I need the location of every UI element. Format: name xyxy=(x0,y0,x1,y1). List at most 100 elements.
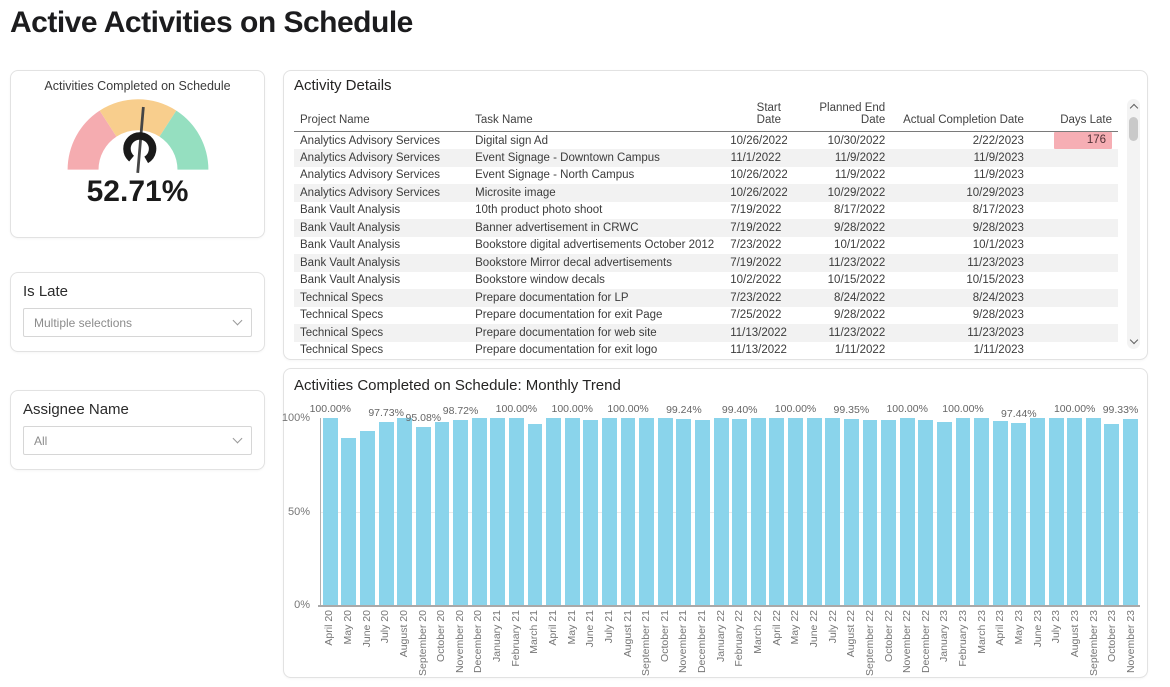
bar[interactable] xyxy=(322,418,338,605)
bar[interactable] xyxy=(750,418,766,605)
bar[interactable] xyxy=(806,418,822,605)
bar[interactable] xyxy=(415,427,431,605)
x-axis-label: April 22 xyxy=(770,610,783,646)
bar[interactable] xyxy=(341,437,357,605)
table-scrollbar[interactable] xyxy=(1127,99,1140,349)
bar-slot xyxy=(861,418,880,605)
bar[interactable] xyxy=(564,418,580,605)
table-row[interactable]: Technical Specs Prepare documentation for… xyxy=(294,307,1118,325)
assignee-dropdown[interactable]: All xyxy=(23,426,252,455)
table-row[interactable]: Analytics Advisory Services Event Signage… xyxy=(294,149,1118,167)
table-row[interactable]: Technical Specs Prepare documentation for… xyxy=(294,324,1118,342)
scroll-down-icon[interactable] xyxy=(1129,335,1138,345)
bar[interactable] xyxy=(1048,418,1064,605)
table-cell xyxy=(1029,184,1118,202)
table-row[interactable]: Analytics Advisory Services Digital sign … xyxy=(294,132,1118,149)
table-cell: 10/15/2023 xyxy=(966,274,1024,287)
bar-slot: 100.00% xyxy=(496,403,537,605)
table-row[interactable]: Technical Specs Prepare documentation for… xyxy=(294,289,1118,307)
bar[interactable] xyxy=(769,418,785,605)
x-axis-label: June 23 xyxy=(1031,610,1044,648)
bar[interactable] xyxy=(490,418,506,605)
table-cell: Banner advertisement in CRWC xyxy=(469,219,725,237)
y-tick: 100% xyxy=(281,412,310,424)
bar[interactable] xyxy=(825,418,841,605)
bar[interactable] xyxy=(657,418,673,605)
bar[interactable] xyxy=(992,421,1008,605)
scroll-up-icon[interactable] xyxy=(1129,103,1138,113)
x-axis-slot: April 21 xyxy=(544,610,563,676)
table-cell: Analytics Advisory Services xyxy=(294,149,470,167)
bar[interactable] xyxy=(1104,424,1120,605)
bar[interactable] xyxy=(527,424,543,605)
bar[interactable] xyxy=(918,420,934,605)
bar[interactable] xyxy=(434,421,450,605)
x-axis-slot: August 22 xyxy=(842,610,861,676)
table-row[interactable]: Bank Vault Analysis 10th product photo sh… xyxy=(294,202,1118,220)
bar[interactable] xyxy=(862,420,878,605)
bar[interactable] xyxy=(546,418,562,605)
table-row[interactable]: Bank Vault Analysis Bookstore window deca… xyxy=(294,272,1118,290)
bar[interactable] xyxy=(620,418,636,605)
col-header-planned-end-date[interactable]: Planned End Date xyxy=(786,98,892,132)
bar[interactable] xyxy=(676,419,692,605)
gauge-chart[interactable] xyxy=(58,95,218,189)
bar[interactable] xyxy=(899,418,915,605)
bar[interactable] xyxy=(471,418,487,605)
table-row[interactable]: Technical Specs Prepare documentation for… xyxy=(294,342,1118,360)
bar[interactable] xyxy=(397,418,413,605)
table-row[interactable]: Analytics Advisory Services Event Signage… xyxy=(294,167,1118,185)
is-late-dropdown[interactable]: Multiple selections xyxy=(23,308,252,337)
table-row[interactable]: Bank Vault Analysis Banner advertisement … xyxy=(294,219,1118,237)
x-axis-slot: November 23 xyxy=(1122,610,1141,676)
table-cell: Microsite image xyxy=(469,184,725,202)
bar[interactable] xyxy=(788,418,803,605)
bar[interactable] xyxy=(508,418,524,605)
x-axis-label: November 20 xyxy=(453,610,466,674)
col-header-task-name[interactable]: Task Name xyxy=(469,98,725,132)
table-cell: 11/9/2022 xyxy=(834,169,886,182)
col-header-actual-completion-date[interactable]: Actual Completion Date xyxy=(891,98,1030,132)
bar[interactable] xyxy=(1067,418,1083,605)
bar[interactable] xyxy=(881,420,897,605)
bar[interactable] xyxy=(843,419,859,605)
x-axis-label: October 21 xyxy=(658,610,671,662)
table-cell xyxy=(1029,254,1118,272)
bar[interactable] xyxy=(936,421,952,605)
scrollbar-thumb[interactable] xyxy=(1129,117,1138,141)
bar[interactable] xyxy=(583,420,599,605)
col-header-project-name[interactable]: Project Name xyxy=(294,98,470,132)
bar-data-label: 100.00% xyxy=(774,403,817,415)
col-header-days-late[interactable]: Days Late xyxy=(1029,98,1118,132)
col-header-start-date[interactable]: Start Date xyxy=(724,98,787,132)
bar-data-label: 100.00% xyxy=(1053,403,1096,415)
table-cell: Bookstore window decals xyxy=(475,274,605,287)
bar-slot: 95.08% xyxy=(406,412,441,605)
bar[interactable] xyxy=(732,419,748,605)
bar[interactable] xyxy=(955,418,971,605)
table-row[interactable]: Analytics Advisory Services Microsite ima… xyxy=(294,184,1118,202)
bar[interactable] xyxy=(378,422,394,605)
bar[interactable] xyxy=(695,420,710,605)
x-axis-label: May 23 xyxy=(1013,610,1026,645)
bar[interactable] xyxy=(453,420,468,605)
bar[interactable] xyxy=(1123,419,1138,605)
bar[interactable] xyxy=(639,418,655,605)
x-axis-slot: August 20 xyxy=(395,610,414,676)
bar[interactable] xyxy=(1085,418,1101,605)
bar[interactable] xyxy=(974,418,990,605)
x-axis-label: September 21 xyxy=(640,610,653,676)
bar[interactable] xyxy=(1011,422,1027,605)
bar[interactable] xyxy=(1030,418,1045,605)
bar[interactable] xyxy=(360,430,375,605)
bar[interactable] xyxy=(713,418,729,605)
x-axis-slot: July 23 xyxy=(1047,610,1066,676)
x-axis-label: May 21 xyxy=(565,610,578,645)
table-cell: 10/1/2022 xyxy=(834,239,886,252)
bar[interactable] xyxy=(602,418,617,605)
table-row[interactable]: Bank Vault Analysis Bookstore Mirror deca… xyxy=(294,254,1118,272)
x-axis-slot: June 21 xyxy=(581,610,600,676)
table-cell: 10th product photo shoot xyxy=(475,204,603,217)
table-row[interactable]: Bank Vault Analysis Bookstore digital adv… xyxy=(294,237,1118,255)
x-axis-slot: March 22 xyxy=(749,610,768,676)
